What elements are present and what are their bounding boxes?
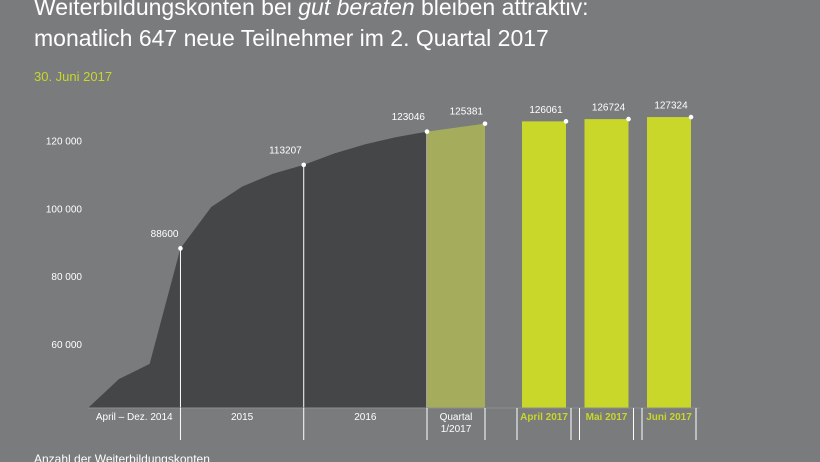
point-marker <box>563 119 569 124</box>
footnote: Anzahl der Weiterbildungskonten <box>34 452 210 462</box>
bar <box>647 117 691 408</box>
point-marker <box>301 162 307 168</box>
area <box>88 131 427 408</box>
point-marker <box>178 246 183 251</box>
point-marker <box>688 114 694 120</box>
area <box>427 123 485 409</box>
x-tick-label: 2016 <box>354 412 377 423</box>
value-label: 123046 <box>392 112 426 123</box>
title-part: Weiterbildungskonten bei <box>34 0 299 20</box>
value-label: 125381 <box>450 106 484 117</box>
value-label: 126061 <box>529 105 563 116</box>
y-tick-label: 120 000 <box>46 137 83 148</box>
title-line: monatlich 647 neue Teilnehmer im 2. Quar… <box>34 25 549 51</box>
value-label: 126724 <box>592 103 626 114</box>
y-tick-label: 60 000 <box>51 340 82 351</box>
point-marker <box>626 116 631 122</box>
point-marker <box>424 129 430 134</box>
value-label: 113207 <box>269 146 302 157</box>
y-tick-label: 80 000 <box>51 272 82 283</box>
x-tick-label: Mai 2017 <box>585 412 628 423</box>
x-tick-label: Juni 2017 <box>646 412 692 423</box>
title-emphasis: gut beraten <box>298 0 415 20</box>
value-label: 88600 <box>151 229 179 240</box>
chart-subtitle: 30. Juni 2017 <box>34 69 113 84</box>
x-tick-label: 2015 <box>230 412 254 423</box>
title-part: bleiben attraktiv: <box>414 0 589 20</box>
point-marker <box>482 121 488 126</box>
chart-title: Weiterbildungskonten bei gut beraten ble… <box>34 0 589 54</box>
bar <box>584 119 629 408</box>
bar <box>522 121 566 408</box>
x-tick-label: Quartal 1/2017 <box>439 412 473 435</box>
y-tick-label: 100 000 <box>46 204 83 215</box>
x-tick-label: April – Dez. 2014 <box>95 412 173 423</box>
x-tick-label: April 2017 <box>520 412 568 423</box>
value-label: 127324 <box>654 101 688 112</box>
